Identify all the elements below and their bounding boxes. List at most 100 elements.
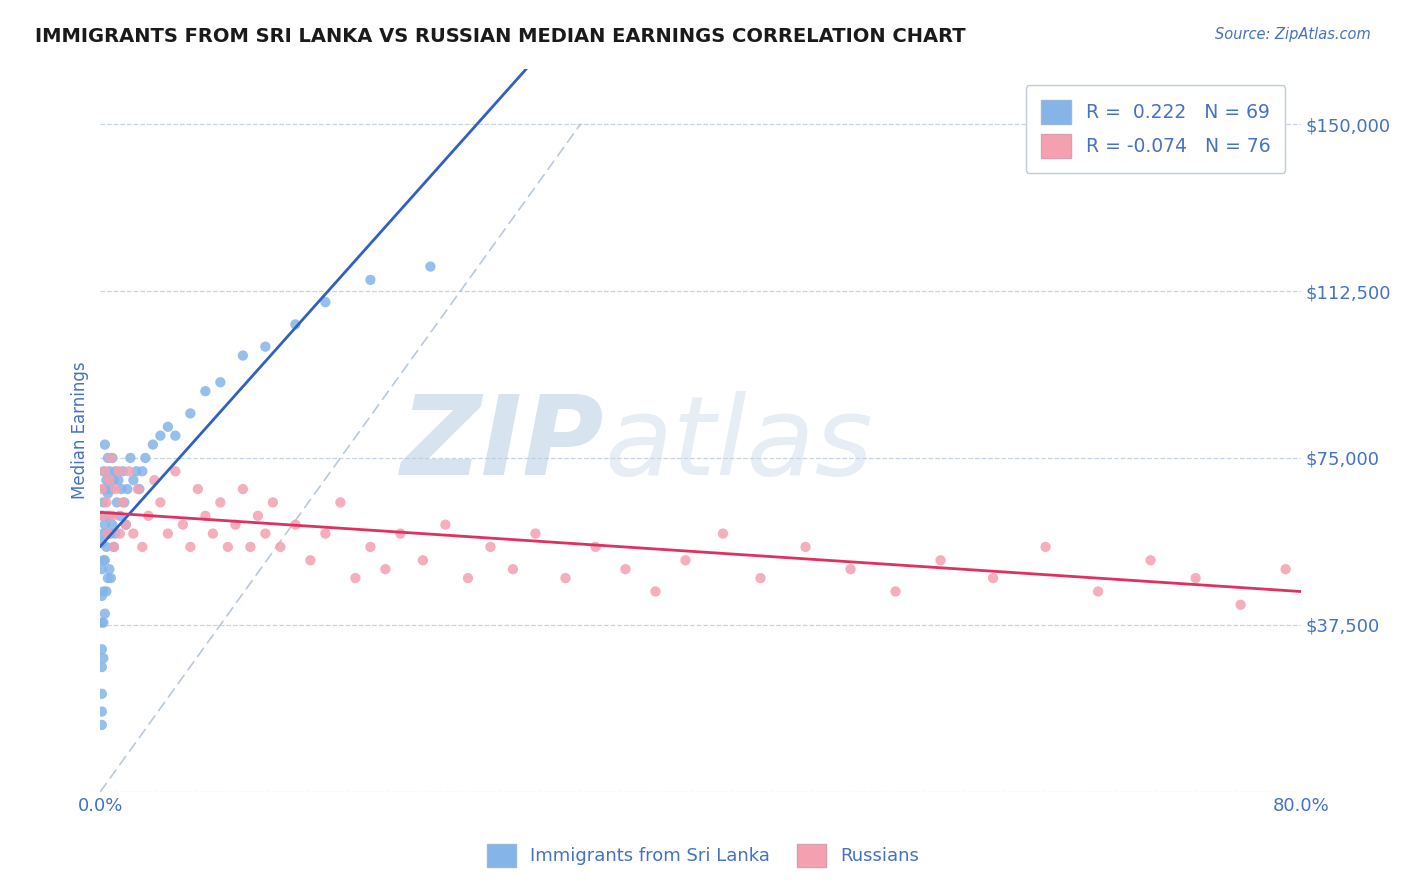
Point: [90, 589, 112, 603]
Point: [269, 540, 291, 554]
Point: [96, 508, 118, 523]
Point: [120, 450, 142, 465]
Point: [389, 526, 412, 541]
Point: [138, 508, 160, 523]
Point: [104, 482, 127, 496]
Point: [314, 295, 336, 310]
Legend: R =  0.222   N = 69, R = -0.074   N = 76: R = 0.222 N = 69, R = -0.074 N = 76: [1025, 85, 1285, 173]
Point: [131, 540, 153, 554]
Point: [675, 553, 697, 567]
Point: [794, 540, 817, 554]
Point: [117, 482, 139, 496]
Text: IMMIGRANTS FROM SRI LANKA VS RUSSIAN MEDIAN EARNINGS CORRELATION CHART: IMMIGRANTS FROM SRI LANKA VS RUSSIAN MED…: [35, 27, 966, 45]
Point: [502, 562, 524, 576]
Point: [90, 482, 112, 496]
Point: [90, 642, 112, 657]
Point: [101, 508, 124, 523]
Point: [1395, 562, 1406, 576]
Point: [127, 482, 149, 496]
Point: [644, 584, 666, 599]
Point: [434, 517, 457, 532]
Point: [209, 376, 232, 390]
Point: [711, 526, 734, 541]
Point: [105, 495, 128, 509]
Point: [749, 571, 772, 585]
Point: [209, 495, 232, 509]
Point: [122, 473, 145, 487]
Point: [143, 473, 166, 487]
Point: [98, 473, 121, 487]
Point: [299, 553, 322, 567]
Point: [115, 517, 138, 532]
Point: [93, 584, 115, 599]
Point: [232, 349, 254, 363]
Point: [111, 495, 134, 509]
Point: [100, 526, 122, 541]
Point: [412, 553, 434, 567]
Point: [122, 526, 145, 541]
Point: [165, 464, 187, 478]
Point: [554, 571, 576, 585]
Point: [101, 517, 124, 532]
Point: [929, 553, 952, 567]
Point: [94, 464, 117, 478]
Point: [359, 273, 381, 287]
Point: [100, 571, 122, 585]
Point: [93, 464, 115, 478]
Point: [187, 482, 209, 496]
Point: [254, 526, 277, 541]
Point: [93, 526, 115, 541]
Point: [103, 473, 125, 487]
Point: [284, 517, 307, 532]
Point: [284, 318, 307, 332]
Point: [108, 508, 131, 523]
Point: [239, 540, 262, 554]
Point: [96, 495, 118, 509]
Point: [981, 571, 1004, 585]
Point: [97, 526, 120, 541]
Point: [98, 464, 121, 478]
Point: [90, 705, 112, 719]
Point: [94, 553, 117, 567]
Point: [93, 553, 115, 567]
Point: [90, 508, 112, 523]
Point: [97, 486, 120, 500]
Point: [1035, 540, 1057, 554]
Point: [585, 540, 607, 554]
Point: [134, 450, 156, 465]
Point: [359, 540, 381, 554]
Point: [194, 384, 217, 399]
Point: [1139, 553, 1161, 567]
Point: [131, 464, 153, 478]
Point: [110, 482, 132, 496]
Point: [100, 482, 122, 496]
Point: [128, 482, 150, 496]
Point: [1229, 598, 1251, 612]
Point: [90, 660, 112, 674]
Point: [262, 495, 284, 509]
Point: [1319, 571, 1341, 585]
Point: [108, 526, 131, 541]
Point: [118, 464, 141, 478]
Point: [374, 562, 396, 576]
Point: [90, 687, 112, 701]
Point: [112, 495, 135, 509]
Point: [457, 571, 479, 585]
Point: [125, 464, 148, 478]
Point: [254, 340, 277, 354]
Point: [104, 526, 127, 541]
Point: [1350, 598, 1372, 612]
Point: [224, 517, 246, 532]
Point: [96, 473, 118, 487]
Point: [97, 571, 120, 585]
Point: [104, 464, 127, 478]
Point: [90, 562, 112, 576]
Point: [94, 607, 117, 621]
Point: [1274, 562, 1296, 576]
Point: [201, 526, 224, 541]
Text: Source: ZipAtlas.com: Source: ZipAtlas.com: [1215, 27, 1371, 42]
Point: [101, 450, 124, 465]
Point: [93, 651, 115, 665]
Point: [94, 482, 117, 496]
Point: [94, 437, 117, 451]
